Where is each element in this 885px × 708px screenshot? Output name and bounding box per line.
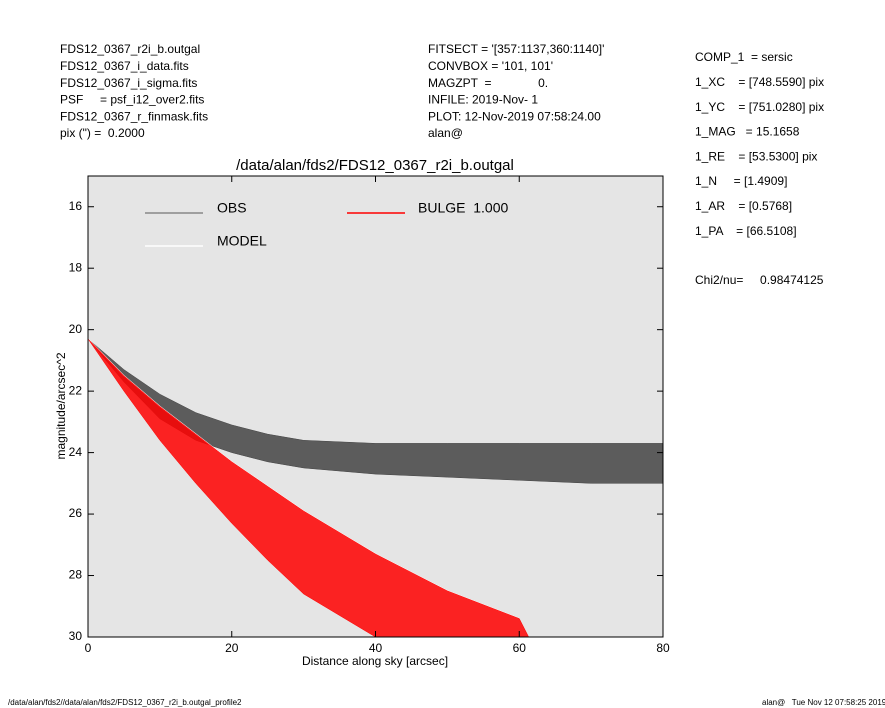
x-tick-label: 40 [369,641,383,655]
legend-label: MODEL [217,233,267,249]
chart-title: /data/alan/fds2/FDS12_0367_r2i_b.outgal [236,157,514,174]
header-left-line: FDS12_0367_r_finmask.fits [60,109,208,123]
x-axis-label: Distance along sky [arcsec] [302,654,448,668]
header-left-line: FDS12_0367_i_data.fits [60,59,189,73]
y-tick-label: 30 [69,629,83,643]
x-tick-label: 20 [225,641,239,655]
header-left-line: PSF = psf_i12_over2.fits [60,93,204,107]
header-middle-line: CONVBOX = '101, 101' [428,59,553,73]
header-right-line: 1_XC = [748.5590] pix [695,75,824,89]
header-left-line: pix (") = 0.2000 [60,126,145,140]
header-right-line: 1_N = [1.4909] [695,174,787,188]
header-right-line: COMP_1 = sersic [695,50,793,64]
header-left-line: FDS12_0367_r2i_b.outgal [60,42,200,56]
header-middle-line: alan@ [428,126,463,140]
header-right-line: 1_YC = [751.0280] pix [695,100,824,114]
y-tick-label: 18 [69,260,83,274]
chi2: Chi2/nu= 0.98474125 [695,273,824,287]
y-tick-label: 24 [69,445,83,459]
header-middle-line: INFILE: 2019-Nov- 1 [428,93,538,107]
header-right-line: 1_PA = [66.5108] [695,224,797,238]
header-middle-line: PLOT: 12-Nov-2019 07:58:24.00 [428,109,601,123]
band [88,338,663,637]
band [88,338,529,637]
header-left-line: FDS12_0367_i_sigma.fits [60,76,197,90]
footer-left: /data/alan/fds2//data/alan/fds2/FDS12_03… [8,698,242,707]
legend-label: BULGE 1.000 [418,200,508,216]
y-axis-label: magnitude/arcsec^2 [54,352,68,459]
x-tick-label: 60 [513,641,527,655]
header-middle-line: MAGZPT = 0. [428,76,548,90]
header-middle-line: FITSECT = '[357:1137,360:1140]' [428,42,604,56]
plot-content [88,338,663,637]
y-tick-label: 16 [69,199,83,213]
x-tick-label: 0 [85,641,92,655]
header-right-line: 1_RE = [53.5300] pix [695,149,817,163]
legend-label: OBS [217,200,247,216]
y-tick-label: 22 [69,383,83,397]
y-tick-label: 20 [69,322,83,336]
x-tick-label: 80 [656,641,670,655]
header-right-line: 1_MAG = 15.1658 [695,125,800,139]
y-tick-label: 26 [69,506,83,520]
header-right-line: 1_AR = [0.5768] [695,199,792,213]
footer-right: alan@ Tue Nov 12 07:58:25 2019 [762,698,885,707]
y-tick-label: 28 [69,568,83,582]
